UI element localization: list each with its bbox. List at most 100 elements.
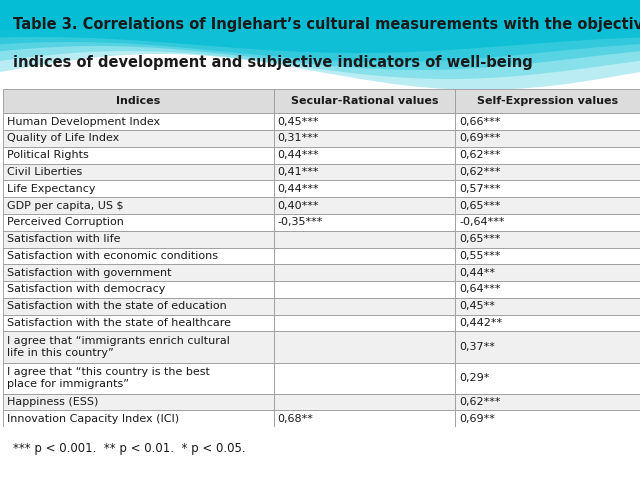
Bar xyxy=(274,130,455,147)
Bar xyxy=(455,214,640,231)
Bar xyxy=(455,164,640,180)
Text: 0,65***: 0,65*** xyxy=(459,201,500,211)
Bar xyxy=(274,214,455,231)
Bar xyxy=(274,332,455,362)
Text: Political Rights: Political Rights xyxy=(7,150,89,160)
Bar xyxy=(455,264,640,281)
Text: Quality of Life Index: Quality of Life Index xyxy=(7,133,119,144)
Bar xyxy=(274,315,455,332)
Text: Satisfaction with the state of education: Satisfaction with the state of education xyxy=(7,301,227,312)
Text: 0,45**: 0,45** xyxy=(459,301,495,312)
Text: 0,45***: 0,45*** xyxy=(278,117,319,127)
Text: Indices: Indices xyxy=(116,96,161,106)
Bar xyxy=(3,197,274,214)
Bar xyxy=(3,147,274,164)
Text: 0,65***: 0,65*** xyxy=(459,234,500,244)
Bar xyxy=(3,89,274,113)
Text: 0,64***: 0,64*** xyxy=(459,285,500,295)
Text: -0,64***: -0,64*** xyxy=(459,217,505,228)
Bar xyxy=(274,394,455,410)
Text: 0,57***: 0,57*** xyxy=(459,184,500,194)
Text: 0,62***: 0,62*** xyxy=(459,397,500,407)
Text: 0,31***: 0,31*** xyxy=(278,133,319,144)
Text: Table 3. Correlations of Inglehart’s cultural measurements with the objective: Table 3. Correlations of Inglehart’s cul… xyxy=(13,17,640,32)
Bar xyxy=(455,113,640,130)
Text: Happiness (ESS): Happiness (ESS) xyxy=(7,397,99,407)
Text: Satisfaction with economic conditions: Satisfaction with economic conditions xyxy=(7,251,218,261)
Bar xyxy=(274,180,455,197)
Text: 0,62***: 0,62*** xyxy=(459,150,500,160)
Text: 0,69**: 0,69** xyxy=(459,414,495,424)
Bar xyxy=(3,231,274,248)
Bar xyxy=(274,264,455,281)
Bar xyxy=(274,113,455,130)
Bar xyxy=(274,298,455,315)
Text: Satisfaction with democracy: Satisfaction with democracy xyxy=(7,285,165,295)
Text: Perceived Corruption: Perceived Corruption xyxy=(7,217,124,228)
Bar xyxy=(455,89,640,113)
Bar xyxy=(3,164,274,180)
Bar xyxy=(455,130,640,147)
Polygon shape xyxy=(0,0,640,79)
Text: 0,44***: 0,44*** xyxy=(278,184,319,194)
Bar xyxy=(455,281,640,298)
Bar xyxy=(274,231,455,248)
Bar xyxy=(455,298,640,315)
Text: 0,62***: 0,62*** xyxy=(459,167,500,177)
Text: indices of development and subjective indicators of well-being: indices of development and subjective in… xyxy=(13,55,532,70)
Bar xyxy=(3,248,274,264)
Bar xyxy=(455,197,640,214)
Polygon shape xyxy=(0,0,640,70)
Bar xyxy=(274,89,455,113)
Text: 0,69***: 0,69*** xyxy=(459,133,500,144)
Text: Innovation Capacity Index (ICI): Innovation Capacity Index (ICI) xyxy=(7,414,179,424)
Bar xyxy=(455,315,640,332)
Polygon shape xyxy=(0,0,640,30)
Polygon shape xyxy=(0,0,640,90)
Text: 0,41***: 0,41*** xyxy=(278,167,319,177)
Bar xyxy=(3,332,274,362)
Bar xyxy=(455,394,640,410)
Bar xyxy=(274,197,455,214)
Bar xyxy=(3,180,274,197)
Bar xyxy=(274,281,455,298)
Bar xyxy=(455,410,640,427)
Bar xyxy=(3,394,274,410)
Text: 0,66***: 0,66*** xyxy=(459,117,500,127)
Text: Human Development Index: Human Development Index xyxy=(7,117,160,127)
Text: Satisfaction with life: Satisfaction with life xyxy=(7,234,120,244)
Text: 0,37**: 0,37** xyxy=(459,342,495,352)
Text: 0,442**: 0,442** xyxy=(459,318,502,328)
Text: 0,55***: 0,55*** xyxy=(459,251,500,261)
Bar xyxy=(455,248,640,264)
Bar xyxy=(3,298,274,315)
Bar xyxy=(274,362,455,394)
Text: Satisfaction with government: Satisfaction with government xyxy=(7,268,172,278)
Text: -0,35***: -0,35*** xyxy=(278,217,323,228)
Bar xyxy=(3,264,274,281)
Bar xyxy=(3,130,274,147)
Text: Satisfaction with the state of healthcare: Satisfaction with the state of healthcar… xyxy=(7,318,231,328)
Text: 0,68**: 0,68** xyxy=(278,414,314,424)
Bar xyxy=(3,362,274,394)
Text: 0,44***: 0,44*** xyxy=(278,150,319,160)
Bar xyxy=(3,315,274,332)
Text: I agree that “this country is the best
place for immigrants”: I agree that “this country is the best p… xyxy=(7,367,210,389)
Text: Secular-Rational values: Secular-Rational values xyxy=(291,96,438,106)
Polygon shape xyxy=(0,0,640,62)
Bar xyxy=(274,248,455,264)
Bar xyxy=(455,332,640,362)
Text: 0,40***: 0,40*** xyxy=(278,201,319,211)
Text: Self-Expression values: Self-Expression values xyxy=(477,96,618,106)
Bar xyxy=(455,231,640,248)
Bar xyxy=(274,410,455,427)
Bar xyxy=(455,180,640,197)
Text: Civil Liberties: Civil Liberties xyxy=(7,167,83,177)
Bar xyxy=(455,362,640,394)
Text: 0,29*: 0,29* xyxy=(459,373,490,383)
Bar xyxy=(3,113,274,130)
Bar xyxy=(3,214,274,231)
Bar xyxy=(3,281,274,298)
Bar xyxy=(274,147,455,164)
Text: I agree that “immigrants enrich cultural
life in this country”: I agree that “immigrants enrich cultural… xyxy=(7,336,230,358)
